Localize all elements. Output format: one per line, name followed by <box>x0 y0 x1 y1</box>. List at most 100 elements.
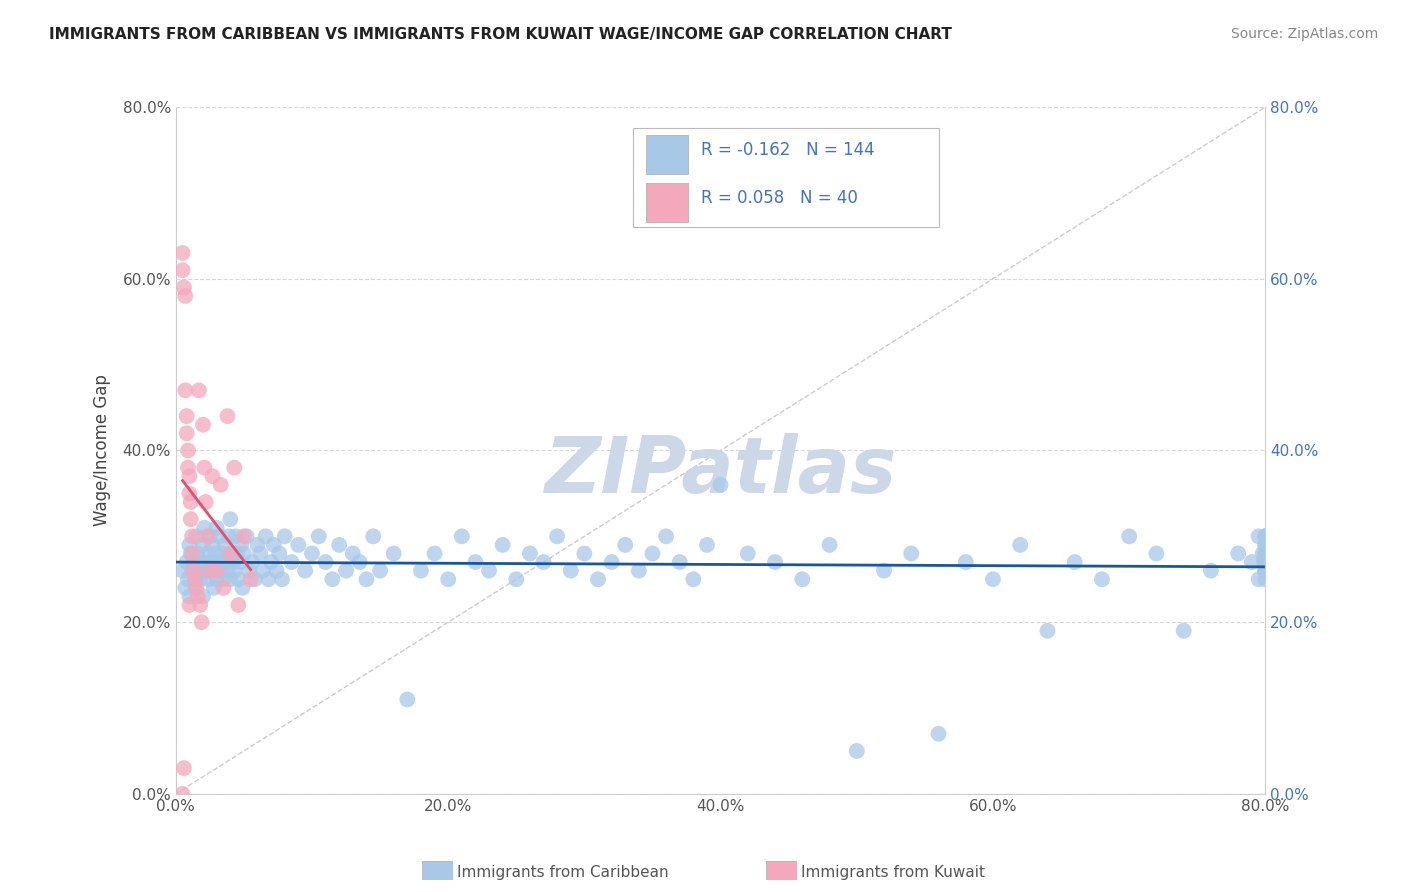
Point <box>1199 564 1222 578</box>
Point <box>271 572 294 586</box>
Point <box>226 546 249 561</box>
Point <box>172 263 194 277</box>
Point <box>1091 572 1114 586</box>
Point <box>1254 529 1277 543</box>
Point <box>464 555 486 569</box>
Point <box>1254 555 1277 569</box>
Point <box>301 546 323 561</box>
Point <box>349 555 371 569</box>
Point <box>1254 564 1277 578</box>
Point <box>239 572 262 586</box>
Text: Immigrants from Kuwait: Immigrants from Kuwait <box>801 865 986 880</box>
Point <box>1254 564 1277 578</box>
Point <box>212 572 235 586</box>
Point <box>205 564 228 578</box>
Point <box>1254 546 1277 561</box>
Point <box>183 564 205 578</box>
Text: Source: ZipAtlas.com: Source: ZipAtlas.com <box>1230 27 1378 41</box>
Point <box>792 572 814 586</box>
Point <box>186 546 209 561</box>
Point <box>186 581 208 595</box>
Point <box>240 555 263 569</box>
Point <box>188 572 211 586</box>
Point <box>900 546 922 561</box>
Point <box>873 564 896 578</box>
Point <box>478 564 501 578</box>
Point <box>174 384 197 398</box>
Point <box>177 460 200 475</box>
Point <box>763 555 786 569</box>
Point <box>1254 538 1277 552</box>
Point <box>221 546 243 561</box>
Point <box>218 529 240 543</box>
Point <box>224 460 246 475</box>
Point <box>184 572 207 586</box>
Point <box>174 289 197 303</box>
Point <box>315 555 337 569</box>
Point <box>342 546 364 561</box>
Point <box>252 564 274 578</box>
Point <box>193 521 215 535</box>
Point <box>1254 546 1277 561</box>
Point <box>214 538 236 552</box>
Point <box>1010 538 1032 552</box>
Point <box>254 529 277 543</box>
FancyBboxPatch shape <box>647 135 688 174</box>
Point <box>274 529 297 543</box>
Point <box>194 495 217 509</box>
Point <box>1254 529 1277 543</box>
Point <box>181 564 204 578</box>
Point <box>232 546 254 561</box>
Point <box>176 426 198 441</box>
Point <box>176 409 198 423</box>
Point <box>294 564 316 578</box>
Point <box>382 546 405 561</box>
Point <box>181 546 204 561</box>
Point <box>492 538 515 552</box>
Point <box>361 529 384 543</box>
Point <box>179 538 201 552</box>
Point <box>172 246 194 260</box>
Text: R = 0.058   N = 40: R = 0.058 N = 40 <box>702 189 858 208</box>
Point <box>186 590 209 604</box>
Point <box>208 529 231 543</box>
Point <box>1173 624 1195 638</box>
Point <box>1240 555 1263 569</box>
Point <box>219 546 242 561</box>
Point <box>396 692 419 706</box>
Point <box>600 555 623 569</box>
Point <box>845 744 868 758</box>
Point <box>211 546 233 561</box>
Point <box>308 529 330 543</box>
Point <box>246 538 269 552</box>
Point <box>1118 529 1140 543</box>
Point <box>209 564 232 578</box>
Point <box>1254 555 1277 569</box>
Point <box>655 529 678 543</box>
Point <box>193 460 215 475</box>
Point <box>533 555 555 569</box>
Point <box>202 581 225 595</box>
Point <box>368 564 391 578</box>
Point <box>190 555 212 569</box>
Point <box>205 521 228 535</box>
Point <box>179 486 201 500</box>
Point <box>614 538 637 552</box>
Point <box>219 512 242 526</box>
Point <box>682 572 704 586</box>
Point <box>209 478 232 492</box>
Point <box>186 581 208 595</box>
Point <box>586 572 609 586</box>
Point <box>194 564 217 578</box>
Point <box>269 546 291 561</box>
Point <box>321 572 343 586</box>
Point <box>172 564 194 578</box>
Point <box>287 538 309 552</box>
Point <box>217 409 239 423</box>
Point <box>191 417 214 432</box>
Point <box>260 555 283 569</box>
Point <box>224 564 246 578</box>
Point <box>1063 555 1085 569</box>
Point <box>222 555 245 569</box>
Point <box>180 512 202 526</box>
